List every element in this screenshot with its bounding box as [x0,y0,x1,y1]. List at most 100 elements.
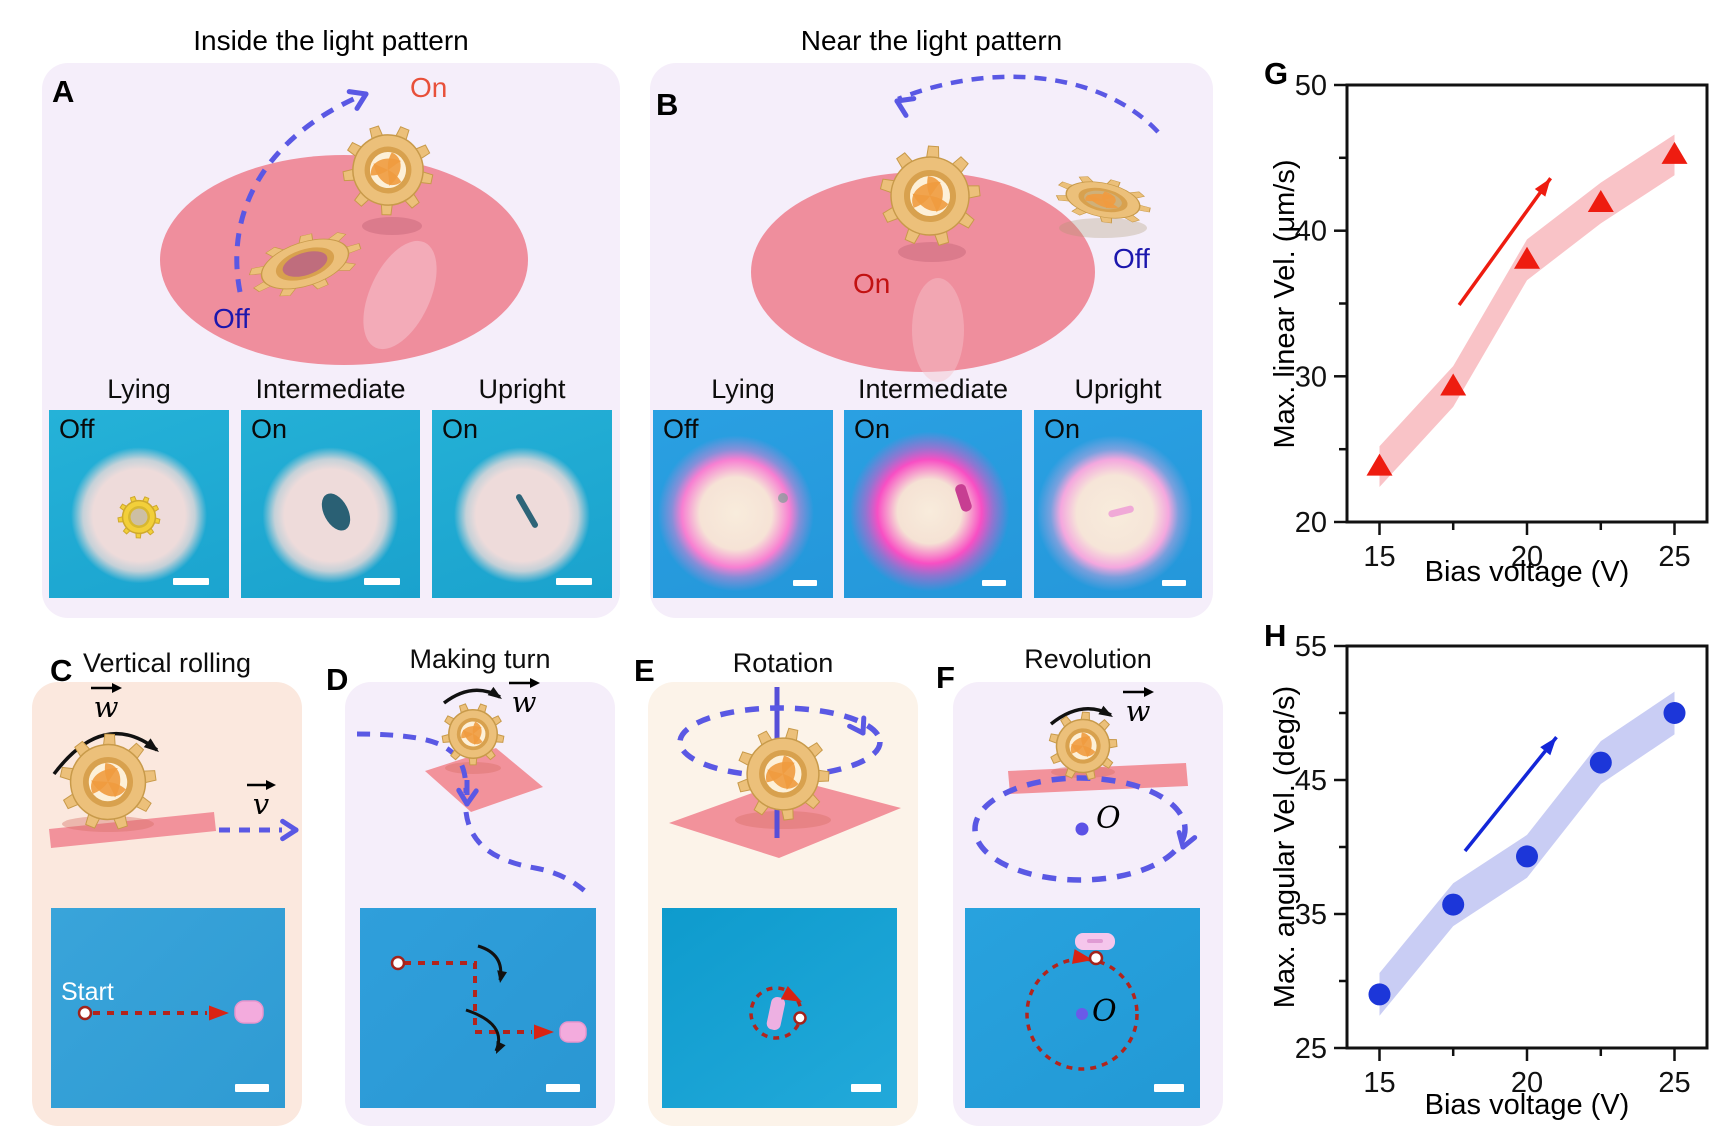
micrograph-c-trajectory: Start [51,908,285,1108]
panel-letter-b: B [656,87,679,122]
scale-bar [1162,580,1186,586]
panel-letter-a: A [52,74,75,109]
title-revolution: Revolution [1024,644,1152,674]
trend-arrow [1457,177,1553,307]
off-label-b: Off [1113,243,1150,274]
on-label-a: On [410,72,448,103]
panel-letter-g: G [1264,56,1289,91]
off-label-a: Off [213,303,250,334]
gear-silhouette-intermediate [321,493,351,531]
on-label-b: On [853,268,891,299]
gear-silhouette-upright [516,494,538,528]
scale-bar [235,1084,269,1092]
arrowhead [1540,737,1557,756]
trajectory-line [404,961,532,1034]
micro-content [321,493,351,531]
micrograph-a-lying: Off [49,410,229,598]
vector-arrow-icon [1123,687,1154,697]
microrobot [559,1021,587,1043]
revolution-circle [1025,957,1139,1071]
micrograph-a-upright: On [432,410,612,598]
start-label: Start [61,978,114,1006]
vector-arrow-icon [509,678,540,688]
omega-symbol-d: w [508,677,540,717]
micro-label-b-intermediate: Intermediate [857,374,1009,404]
vector-arrow-icon [91,683,122,693]
omega-letter: w [511,685,537,719]
orbit-center-label: O [1092,994,1117,1029]
scale-bar [173,578,209,585]
micro-content [778,493,788,503]
velocity-letter: v [252,787,270,821]
chart-h-xlabel: Bias voltage (V) [1424,1089,1630,1121]
micro-label-b-upright: Upright [1074,374,1162,404]
data-point [1661,141,1688,164]
micrograph-b-upright: On [1034,410,1202,598]
scale-bar [556,578,592,585]
micro-content [955,484,972,512]
micro-content [1025,933,1139,1071]
data-point [1440,373,1467,396]
chart-h-ylabel: Max. angular Vel. (deg/s) [1269,685,1301,1009]
omega-symbol-f: w [1122,686,1154,726]
omega-letter: w [93,690,119,724]
panel-letter-f: F [936,660,955,695]
micro-label-a-intermediate: Intermediate [255,374,406,404]
scale-bar [851,1084,881,1092]
gear-silhouette-upright [1108,505,1134,518]
micro-content [1108,505,1134,518]
vector-arrow-icon [247,780,276,790]
micrograph-d-trajectory [360,908,596,1108]
data-point [1663,702,1686,724]
velocity-symbol-c: v [246,779,276,819]
micro-content [749,986,807,1040]
orbit-center-dot [1076,1008,1088,1020]
arrowhead [1534,178,1551,197]
microrobot-detail [1087,939,1103,943]
scale-bar [982,580,1006,586]
microrobot [766,997,786,1030]
state-label: On [854,414,891,444]
micro-content [390,944,587,1054]
title-vertical-rolling: Vertical rolling [82,648,252,678]
state-label: Off [663,414,699,444]
micro-content [77,1000,264,1024]
gear-silhouette-intermediate [955,484,972,512]
panel-letter-d: D [326,662,349,697]
confidence-band [1379,691,1675,1016]
chart-g-xlabel: Bias voltage (V) [1424,556,1630,588]
micrograph-e-trajectory [662,908,897,1108]
micro-label-a-lying: Lying [107,374,171,404]
data-point [1589,751,1612,774]
trajectory-arrowhead [534,1024,554,1040]
data-point [1587,190,1614,212]
title-rotation: Rotation [732,648,834,678]
panel-letter-c: C [50,653,73,688]
trajectory-arrowhead [1072,949,1093,964]
micro-content [516,494,538,528]
trajectory-arrowhead [780,986,802,1002]
micro-label-b-lying: Lying [711,374,775,404]
title-making-turn: Making turn [409,644,551,674]
gear-lying-micro [117,495,161,539]
orbit-center-label-f: O [1096,801,1121,836]
data-point [1516,845,1538,868]
state-label: On [442,414,479,444]
scale-bar [1154,1084,1184,1092]
scale-bar [546,1084,580,1092]
plot-frame [1345,644,1709,1050]
micrograph-a-intermediate: On [241,410,420,598]
data-point [1368,983,1391,1006]
micro-content [117,495,161,539]
panel-letter-h: H [1264,618,1287,653]
confidence-band [1379,134,1675,487]
data-point [1442,893,1465,916]
panel-letter-e: E [634,653,655,688]
marker-dot [793,1011,807,1025]
plot-frame [1345,83,1709,524]
trajectory-arrowhead [209,1005,229,1021]
microrobot [234,1000,264,1024]
